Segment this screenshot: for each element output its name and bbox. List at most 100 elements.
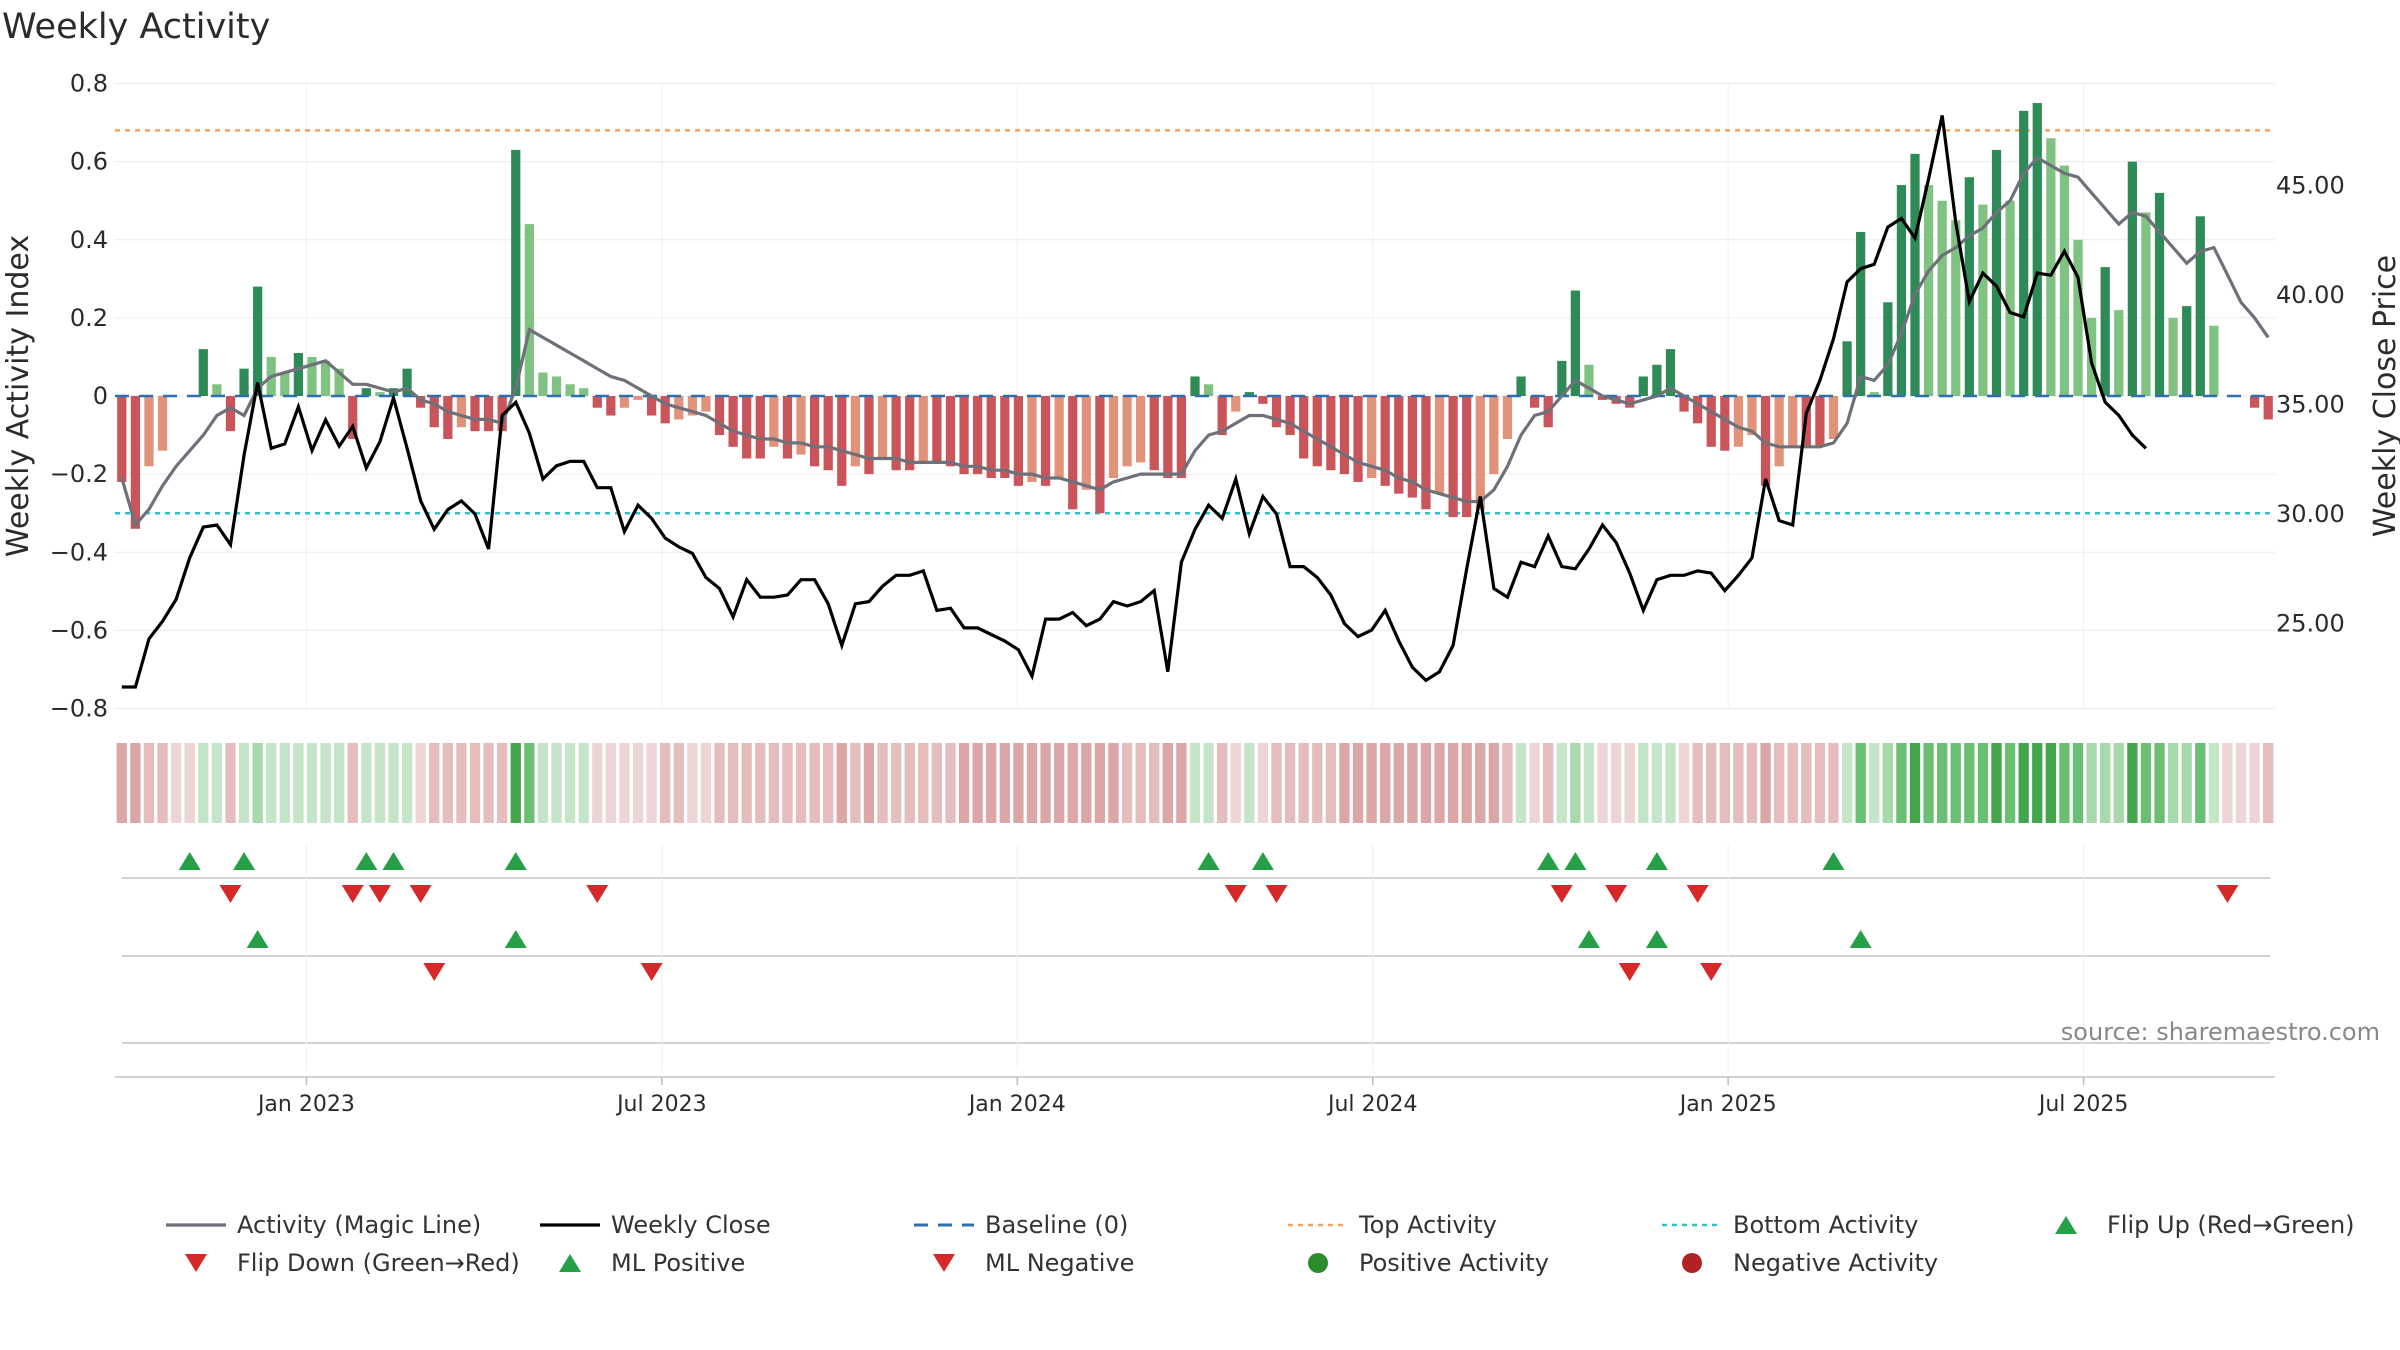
heat-cell <box>1869 743 1880 823</box>
heat-cell <box>1067 743 1078 823</box>
activity-bar <box>1597 396 1608 400</box>
activity-bar <box>524 224 534 396</box>
activity-heat-strip <box>116 743 2274 823</box>
heat-cell <box>1706 743 1717 823</box>
activity-bar <box>402 368 412 396</box>
heat-cell <box>415 743 426 823</box>
activity-bar <box>565 384 575 396</box>
legend-label: Flip Down (Green→Red) <box>237 1249 520 1277</box>
flip-down-marker <box>341 885 364 903</box>
heat-cell <box>1502 743 1513 823</box>
activity-bar <box>932 396 942 463</box>
heat-cell <box>1719 743 1730 823</box>
heat-cell <box>931 743 943 823</box>
activity-bar <box>606 396 616 416</box>
activity-bar <box>1299 396 1309 459</box>
heat-cell <box>1950 743 1961 823</box>
weekly-close-series <box>121 115 2148 689</box>
activity-bar <box>1271 396 1282 428</box>
heat-cell <box>1352 743 1364 823</box>
y-tick-label-left: 0.4 <box>70 226 108 254</box>
heat-cell <box>1094 743 1106 823</box>
heat-cell <box>1230 743 1241 823</box>
activity-bar <box>1217 396 1227 436</box>
activity-bar <box>1244 392 1254 396</box>
activity-bar <box>2073 239 2083 396</box>
activity-bar <box>646 396 657 416</box>
legend-item: Flip Up (Red→Green) <box>2055 1211 2355 1239</box>
flip-down-marker <box>219 885 242 903</box>
heat-cell <box>483 743 494 823</box>
activity-bar <box>1679 396 1689 412</box>
activity-bar <box>2195 216 2205 396</box>
heat-cell <box>2167 743 2179 823</box>
activity-bar <box>891 396 901 471</box>
x-tick-label: Jul 2023 <box>615 1092 707 1117</box>
axes: 0.8 0.6 0.4 0.2 0 −0.2 −0.4 −0.6 −0.8 45.00 40.00 3… <box>50 70 2345 723</box>
y-tick-label-right: 45.00 <box>2276 172 2345 200</box>
legend-label: Top Activity <box>1358 1211 1497 1239</box>
heat-cell <box>1298 743 1309 823</box>
heat-cell <box>1244 743 1255 823</box>
heat-cell <box>2032 743 2043 823</box>
activity-bar <box>1081 396 1091 490</box>
activity-bar <box>1203 384 1214 396</box>
heat-cell <box>2235 743 2247 823</box>
heat-cell <box>1882 743 1893 823</box>
activity-bar <box>538 372 548 396</box>
heat-cell <box>632 743 644 823</box>
activity-bar <box>1747 396 1757 436</box>
heat-cell <box>1013 743 1024 823</box>
heat-cell <box>1692 743 1703 823</box>
chart-title: Weekly Activity <box>2 7 270 47</box>
activity-bar <box>1190 376 1200 396</box>
activity-bar <box>1828 396 1839 439</box>
source-note: source: sharemaestro.com <box>2061 1018 2380 1046</box>
activity-bar <box>1570 290 1580 396</box>
activity-bar <box>1815 396 1825 447</box>
activity-bar <box>1136 396 1146 463</box>
heat-cell <box>823 743 834 823</box>
heat-cell <box>1529 743 1540 823</box>
activity-bar <box>2250 396 2260 408</box>
heat-cell <box>1937 743 1948 823</box>
heat-cell <box>782 743 793 823</box>
heat-cell <box>1053 743 1065 823</box>
legend-label: Weekly Close <box>611 1211 771 1239</box>
activity-bar <box>320 360 331 396</box>
activity-bar <box>2114 310 2124 396</box>
activity-bar <box>1502 396 1513 439</box>
legend-item: ML Positive <box>559 1249 745 1277</box>
heat-cell <box>890 743 902 823</box>
series-lines <box>115 115 2275 689</box>
flip-up-marker <box>504 852 527 870</box>
heat-cell <box>266 743 277 823</box>
activity-bar <box>1068 396 1078 510</box>
heat-cell <box>986 743 997 823</box>
activity-bar <box>1027 396 1037 482</box>
activity-bar <box>1448 396 1458 518</box>
activity-bar <box>619 396 630 408</box>
activity-bar <box>742 396 752 459</box>
ml-negative-marker <box>1700 963 1723 981</box>
activity-bar <box>483 396 494 432</box>
heat-cell <box>1217 743 1228 823</box>
y-tick-label-left: 0 <box>93 382 108 410</box>
x-axis: Jan 2023 Jul 2023 Jan 2024 Jul 2024 Jan 2025… <box>256 1077 2128 1117</box>
y-tick-label-right: 30.00 <box>2276 500 2345 528</box>
heat-cell <box>1733 743 1744 823</box>
flip-up-marker <box>1197 852 1220 870</box>
activity-bar <box>157 396 168 451</box>
heat-cell <box>1420 743 1432 823</box>
activity-bar <box>456 396 467 428</box>
activity-bar <box>850 396 860 467</box>
x-tick-label: Jul 2024 <box>1326 1092 1418 1117</box>
heat-cell <box>741 743 752 823</box>
activity-bar <box>1693 396 1703 424</box>
heat-cell <box>1746 743 1758 823</box>
activity-bar <box>1285 396 1295 436</box>
legend-label: Baseline (0) <box>985 1211 1128 1239</box>
flip-down-marker <box>1265 885 1288 903</box>
heat-cell <box>660 743 671 823</box>
heat-cell <box>1570 743 1581 823</box>
